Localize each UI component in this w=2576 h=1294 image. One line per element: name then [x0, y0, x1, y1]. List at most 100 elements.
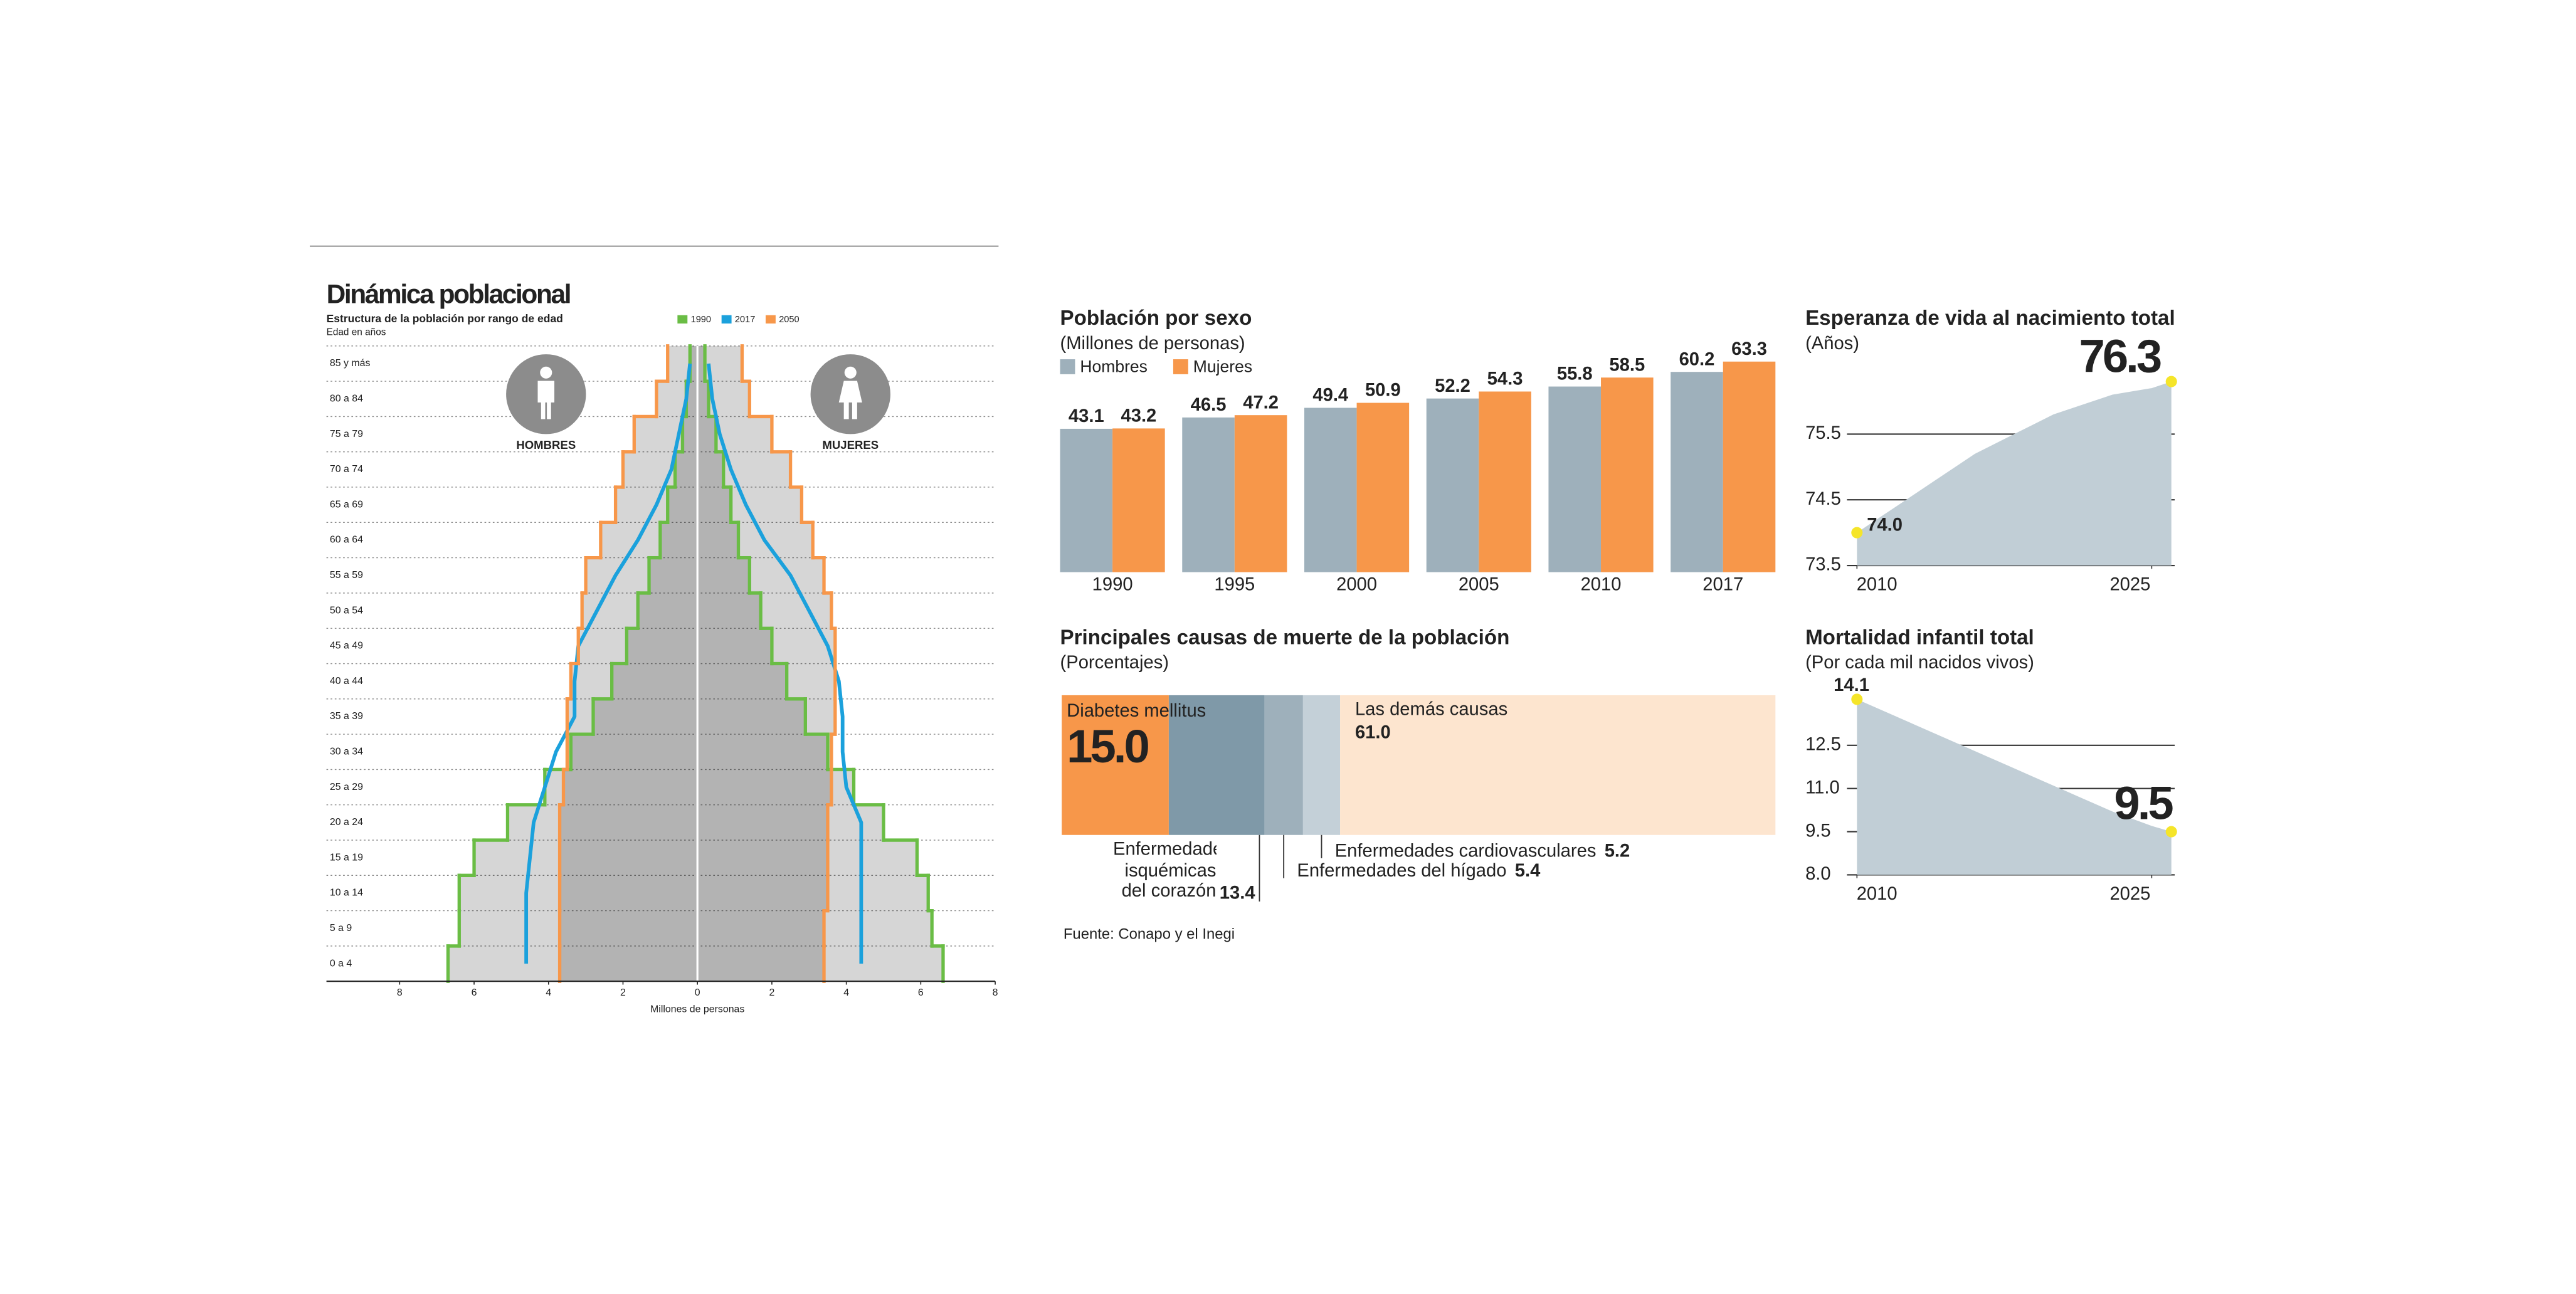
marker	[2165, 376, 2177, 387]
pyramid-area	[567, 698, 698, 735]
value-label: 52.2	[1435, 376, 1470, 396]
legend-label: Hombres	[1080, 357, 1148, 376]
pyramid-area	[697, 698, 835, 735]
value-label: 63.3	[1731, 339, 1767, 359]
pyramid-area	[697, 522, 813, 558]
x-tick-label: 0	[695, 987, 700, 998]
chart-subtitle: (Porcentajes)	[1060, 653, 1169, 673]
pyramid-area	[544, 769, 698, 805]
pyramid-area	[582, 592, 698, 629]
bar	[1426, 398, 1479, 572]
pyramid-area	[697, 381, 750, 417]
x-tick-label: 2	[620, 987, 626, 998]
y-tick-label: 9.5	[1805, 821, 1831, 841]
chart-title: Mortalidad infantil total	[1805, 626, 2034, 650]
pyramid-area	[697, 663, 787, 699]
value-label: 14.1	[1834, 675, 1869, 695]
x-tick-label: 4	[546, 987, 551, 998]
icon-body	[838, 381, 862, 419]
legend-label: Mujeres	[1193, 357, 1252, 376]
pyramid-area	[697, 840, 917, 876]
pyramid-line	[707, 363, 863, 964]
x-tick-label: 2010	[1581, 575, 1622, 595]
segment-label-box: Enfermedades isquémicas del corazón	[1112, 839, 1217, 902]
icon-head	[844, 366, 857, 379]
segment-value: 5.4	[1515, 861, 1541, 881]
x-tick-label: 2017	[1702, 575, 1743, 595]
bar	[1234, 415, 1287, 572]
chart-subtitle: (Años)	[1805, 334, 1859, 354]
y-tick-label: 45 a 49	[330, 641, 363, 651]
chart-subtitle: (Millones de personas)	[1060, 334, 1245, 354]
bar	[1182, 417, 1235, 572]
bar	[1304, 408, 1357, 572]
x-tick-label: 2	[769, 987, 774, 998]
x-tick-label: 6	[472, 987, 477, 998]
bar	[1601, 377, 1654, 572]
y-tick-label: 50 a 54	[330, 605, 363, 616]
icon-body	[537, 381, 555, 419]
pyramid-area	[571, 663, 698, 699]
pyramid-area	[559, 875, 698, 911]
value-label: 55.8	[1557, 364, 1593, 384]
value-label: 43.1	[1069, 406, 1104, 426]
segment-label: Diabetes mellitus	[1067, 701, 1206, 721]
pyramid-area	[697, 698, 806, 735]
pyramid-area	[697, 734, 831, 770]
value-label: 76.3	[2079, 330, 2161, 382]
value-label: 43.2	[1121, 406, 1157, 426]
pyramid-area	[448, 945, 698, 982]
value-label: 54.3	[1487, 369, 1523, 389]
y-tick-label: 0 a 4	[330, 958, 352, 969]
chart-title: Principales causas de muerte de la pobla…	[1060, 626, 1510, 650]
x-tick-label: 2000	[1336, 575, 1377, 595]
segment-label: Enfermedades isquémicas del corazón	[1112, 839, 1217, 902]
legend-label: 1990	[691, 315, 711, 325]
y-tick-label: 15 a 19	[330, 852, 363, 863]
pyramid-area	[697, 592, 761, 629]
pyramid-area	[697, 487, 802, 523]
pyramid-area	[578, 628, 698, 664]
bar	[1112, 428, 1165, 572]
x-tick-label: 2025	[2109, 575, 2150, 595]
bar-segment	[1168, 695, 1265, 835]
pyramid-area	[586, 557, 698, 593]
pyramid-area	[697, 522, 739, 558]
y-tick-label: 30 a 34	[330, 746, 363, 757]
x-tick-label: 4	[843, 987, 849, 998]
pyramid-area	[697, 804, 828, 841]
value-label: 9.5	[2114, 777, 2173, 829]
pyramid-area	[697, 557, 750, 593]
legend-swatch	[1060, 359, 1075, 374]
pyramid-area	[638, 592, 698, 629]
y-tick-label: 65 a 69	[330, 499, 363, 510]
pyramid-area	[559, 804, 698, 841]
icon-head	[540, 366, 552, 379]
pyramid-area	[697, 487, 731, 523]
legend-label: 2050	[779, 315, 799, 325]
pyramid-area	[697, 875, 828, 911]
x-tick-label: 1990	[1092, 575, 1133, 595]
y-tick-label: 85 y más	[330, 358, 371, 369]
y-tick-label: 20 a 24	[330, 817, 363, 828]
chart-subtitle: Estructura de la población por rango de …	[327, 312, 563, 325]
pyramid-area	[559, 910, 698, 946]
pyramid-area	[675, 451, 698, 488]
y-tick-label: 12.5	[1805, 735, 1841, 755]
x-tick-label: 8	[993, 987, 998, 998]
marker	[1851, 527, 1863, 539]
pyramid-area	[697, 910, 825, 946]
y-tick-label: 75.5	[1805, 423, 1841, 443]
chart-subtitle: (Por cada mil nacidos vivos)	[1805, 653, 2034, 673]
value-label: 47.2	[1243, 392, 1279, 413]
pyramid-area	[634, 416, 698, 452]
legend-swatch	[721, 315, 732, 324]
pyramid-area	[697, 381, 709, 417]
pyramid-area	[697, 628, 772, 664]
x-tick-label: 2010	[1857, 884, 1898, 904]
side-label: MUJERES	[822, 438, 879, 451]
pyramid-area	[667, 487, 698, 523]
value-label: 46.5	[1191, 395, 1227, 415]
